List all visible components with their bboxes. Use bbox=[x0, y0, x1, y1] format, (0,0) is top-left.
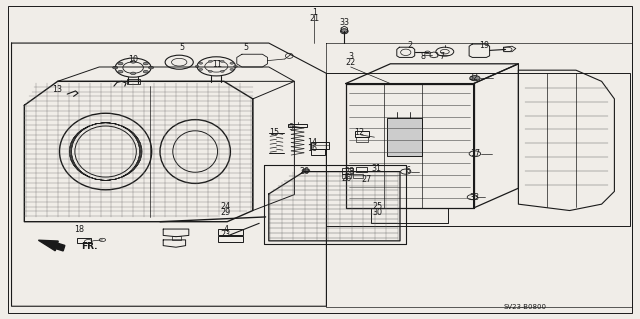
Ellipse shape bbox=[199, 69, 203, 70]
Ellipse shape bbox=[302, 169, 310, 173]
Ellipse shape bbox=[209, 70, 212, 72]
Bar bbox=[127, 79, 140, 84]
Ellipse shape bbox=[131, 72, 136, 75]
Text: 11: 11 bbox=[212, 60, 223, 69]
Text: 32: 32 bbox=[468, 73, 479, 82]
Text: 3: 3 bbox=[348, 52, 353, 61]
Ellipse shape bbox=[195, 65, 199, 67]
Bar bbox=[356, 167, 367, 172]
Text: 23: 23 bbox=[221, 230, 231, 239]
Ellipse shape bbox=[220, 70, 224, 72]
Text: 28: 28 bbox=[344, 167, 355, 176]
Bar bbox=[218, 229, 243, 235]
Text: 8: 8 bbox=[420, 52, 426, 61]
Text: 27: 27 bbox=[361, 175, 371, 184]
Text: 14: 14 bbox=[307, 138, 317, 147]
Bar bbox=[356, 137, 368, 142]
Ellipse shape bbox=[148, 66, 154, 69]
Bar bbox=[342, 168, 353, 174]
Bar bbox=[77, 238, 91, 243]
Ellipse shape bbox=[234, 65, 237, 67]
Ellipse shape bbox=[220, 60, 224, 62]
Ellipse shape bbox=[131, 61, 136, 63]
Text: 24: 24 bbox=[221, 202, 231, 211]
Ellipse shape bbox=[118, 62, 123, 65]
Ellipse shape bbox=[470, 76, 480, 81]
Text: FR.: FR. bbox=[81, 242, 98, 251]
Text: 18: 18 bbox=[74, 225, 84, 234]
Text: 20: 20 bbox=[299, 167, 309, 176]
Ellipse shape bbox=[209, 60, 212, 62]
Text: SV23-B0800: SV23-B0800 bbox=[503, 304, 547, 310]
Ellipse shape bbox=[230, 69, 234, 70]
Ellipse shape bbox=[199, 62, 203, 64]
Bar bbox=[326, 73, 630, 226]
Bar bbox=[311, 149, 325, 155]
Text: 5: 5 bbox=[180, 43, 185, 52]
Ellipse shape bbox=[340, 29, 348, 34]
Text: 29: 29 bbox=[221, 208, 231, 217]
Text: 33: 33 bbox=[339, 19, 349, 27]
Bar bbox=[342, 174, 351, 178]
Text: 33: 33 bbox=[470, 193, 480, 202]
Text: 25: 25 bbox=[372, 202, 383, 211]
Text: 19: 19 bbox=[479, 41, 490, 50]
Text: 5: 5 bbox=[244, 43, 249, 52]
Text: 17: 17 bbox=[470, 149, 480, 158]
Ellipse shape bbox=[230, 62, 234, 64]
Text: 6: 6 bbox=[406, 166, 411, 175]
Bar bbox=[218, 236, 243, 242]
Text: 31: 31 bbox=[371, 164, 381, 173]
Text: 22: 22 bbox=[346, 58, 356, 67]
Ellipse shape bbox=[143, 70, 148, 73]
Text: 7: 7 bbox=[439, 52, 444, 61]
Text: 16: 16 bbox=[307, 144, 317, 153]
Text: 30: 30 bbox=[372, 208, 383, 217]
Ellipse shape bbox=[143, 62, 148, 65]
Bar bbox=[387, 118, 422, 156]
Bar bbox=[172, 236, 181, 240]
Text: 9: 9 bbox=[289, 123, 294, 132]
Bar bbox=[311, 142, 329, 149]
Text: 21: 21 bbox=[309, 14, 319, 23]
Ellipse shape bbox=[118, 70, 123, 73]
Text: 10: 10 bbox=[128, 55, 138, 63]
Ellipse shape bbox=[113, 66, 118, 69]
Bar bbox=[355, 131, 369, 137]
Bar bbox=[353, 174, 363, 178]
Bar bbox=[288, 124, 307, 127]
Text: 26: 26 bbox=[342, 174, 352, 182]
Text: 15: 15 bbox=[269, 128, 279, 137]
Text: 13: 13 bbox=[52, 85, 63, 94]
Text: 2: 2 bbox=[408, 41, 413, 50]
Text: 12: 12 bbox=[355, 128, 365, 137]
Text: 4: 4 bbox=[223, 225, 228, 234]
Text: 1: 1 bbox=[312, 8, 317, 17]
FancyArrow shape bbox=[38, 240, 65, 251]
